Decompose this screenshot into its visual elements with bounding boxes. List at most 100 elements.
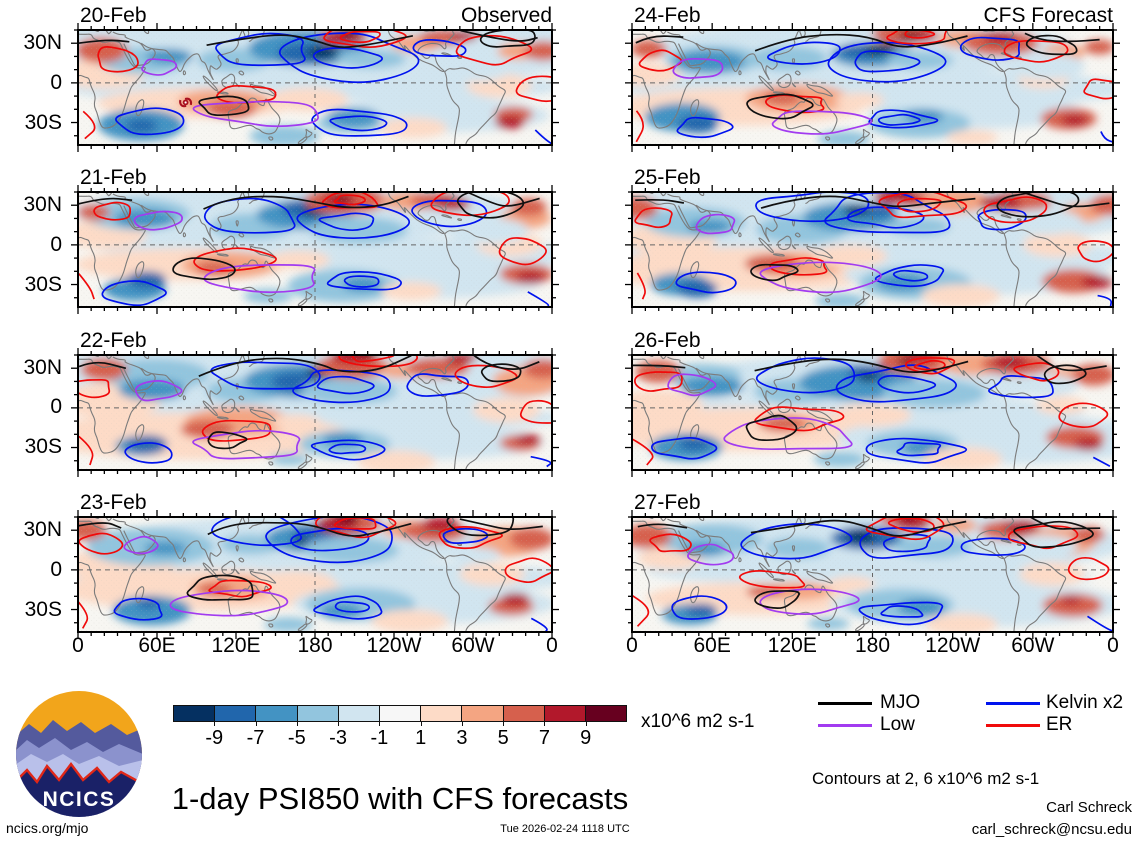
colorbar-cell	[421, 706, 463, 721]
panel-label: 21-Feb	[80, 166, 147, 189]
x-axis-label: 180	[297, 634, 333, 657]
y-axis-label: 30N	[23, 518, 62, 542]
colorbar-tick	[503, 722, 505, 726]
panel-25-feb: 25-Feb	[625, 165, 1120, 314]
x-axis-label: 0	[626, 634, 638, 657]
legend-line-kelvin-x2	[986, 702, 1040, 705]
map-21-feb	[71, 185, 559, 314]
x-axis-label: 120E	[767, 634, 817, 657]
credit-name: Carl Schreck	[1046, 799, 1132, 816]
column-header: Observed	[460, 4, 552, 27]
panel-20-feb: 20-Feb Observed	[71, 3, 559, 152]
y-axis-label: 30N	[23, 355, 62, 379]
column-header: CFS Forecast	[983, 4, 1113, 27]
panel-label: 20-Feb	[80, 4, 147, 27]
legend-label: Kelvin x2	[1046, 692, 1124, 713]
legend-label: MJO	[880, 692, 921, 713]
x-axis-label: 120W	[925, 634, 981, 657]
colorbar-tick-label: 7	[538, 727, 551, 749]
colorbar-tick-label: 9	[580, 727, 592, 749]
panel-22-feb: 22-Feb	[71, 328, 559, 477]
x-axis-label: 120E	[211, 634, 261, 657]
x-axis-label: 60W	[451, 634, 495, 657]
hurricane-icon	[179, 97, 193, 108]
footer-url: ncics.org/mjo	[6, 820, 89, 836]
colorbar-tick-label: -7	[246, 727, 265, 749]
legend-label: ER	[1046, 714, 1073, 735]
map-23-feb	[71, 510, 559, 639]
colorbar-cell	[462, 706, 504, 721]
panel-21-feb: 21-Feb	[71, 165, 559, 314]
colorbar-cell	[174, 706, 216, 721]
legend-line-er	[986, 724, 1040, 727]
y-axis-label: 0	[50, 232, 62, 256]
colorbar-tick	[420, 722, 422, 726]
colorbar-tick	[255, 722, 257, 726]
legend-line-mjo	[818, 702, 872, 705]
panel-label: 26-Feb	[634, 328, 701, 352]
colorbar-tick-label: 5	[497, 727, 509, 749]
colorbar-tick	[379, 722, 381, 726]
panel-27-feb: 27-Feb	[625, 490, 1120, 639]
y-axis-label: 0	[50, 557, 62, 581]
colorbar-tick	[338, 722, 340, 726]
colorbar-tick	[296, 722, 298, 726]
contours-note: Contours at 2, 6 x10^6 m2 s-1	[812, 769, 1040, 788]
panel-label: 24-Feb	[634, 4, 701, 27]
colorbar-tick	[461, 722, 463, 726]
y-axis-label: 0	[50, 395, 62, 419]
panel-24-feb: 24-Feb CFS Forecast	[625, 3, 1120, 152]
logo-red-ridgeline	[16, 762, 142, 786]
y-axis-label: 30N	[23, 193, 62, 217]
colorbar-cell	[503, 706, 545, 721]
colorbar-tick-label: -1	[370, 727, 389, 749]
colorbar-tick-label: 3	[456, 727, 468, 749]
colorbar-tick	[544, 722, 546, 726]
x-axis-label: 0	[72, 634, 84, 657]
colorbar-tick-label: 1	[415, 727, 427, 749]
footer-timestamp: Tue 2026-02-24 1118 UTC	[500, 823, 630, 835]
x-axis-label: 60E	[138, 634, 176, 657]
panel-label: 27-Feb	[634, 491, 701, 514]
legend-label: Low	[880, 714, 915, 735]
colorbar-cell	[215, 706, 257, 721]
logo-text: NCICS	[43, 788, 116, 811]
map-24-feb	[625, 23, 1120, 152]
credit-email: carl_schreck@ncsu.edu	[971, 821, 1132, 838]
figure-title: 1-day PSI850 with CFS forecasts	[171, 781, 629, 816]
x-axis-label: 0	[546, 634, 558, 657]
x-axis-label: 180	[854, 634, 891, 657]
y-axis-label: 0	[50, 70, 62, 94]
x-axis-label: 0	[1107, 634, 1119, 657]
panel-label: 22-Feb	[80, 328, 147, 352]
logo-foreground	[16, 764, 142, 817]
colorbar-tick-label: -3	[329, 727, 347, 749]
panel-label: 23-Feb	[80, 491, 147, 514]
ncics-logo: NCICS	[16, 691, 142, 817]
map-27-feb	[625, 510, 1120, 639]
colorbar-units-label: x10^6 m2 s-1	[641, 711, 755, 732]
map-20-feb	[71, 23, 559, 152]
colorbar-cell	[338, 706, 380, 721]
y-axis-label: 30S	[24, 597, 62, 621]
colorbar-tick-label: -9	[205, 727, 224, 749]
x-axis-label: 60E	[693, 634, 731, 657]
map-26-feb	[625, 347, 1120, 477]
colorbar-tick	[214, 722, 216, 726]
colorbar-tick-label: -5	[287, 727, 306, 749]
colorbar-cell	[256, 706, 298, 721]
x-axis-label: 60W	[1011, 634, 1055, 657]
y-axis-label: 30S	[24, 435, 62, 459]
panel-label: 25-Feb	[634, 166, 701, 189]
colorbar-cell	[379, 706, 422, 721]
y-axis-label: 30N	[23, 31, 62, 55]
colorbar-bar	[173, 705, 627, 722]
map-25-feb	[625, 185, 1120, 314]
colorbar-cell	[297, 706, 339, 721]
map-22-feb	[71, 347, 559, 477]
panel-26-feb: 26-Feb	[625, 328, 1120, 477]
y-axis-label: 30S	[24, 272, 62, 296]
panel-23-feb: 23-Feb	[71, 490, 559, 639]
y-axis-label: 30S	[24, 110, 62, 134]
